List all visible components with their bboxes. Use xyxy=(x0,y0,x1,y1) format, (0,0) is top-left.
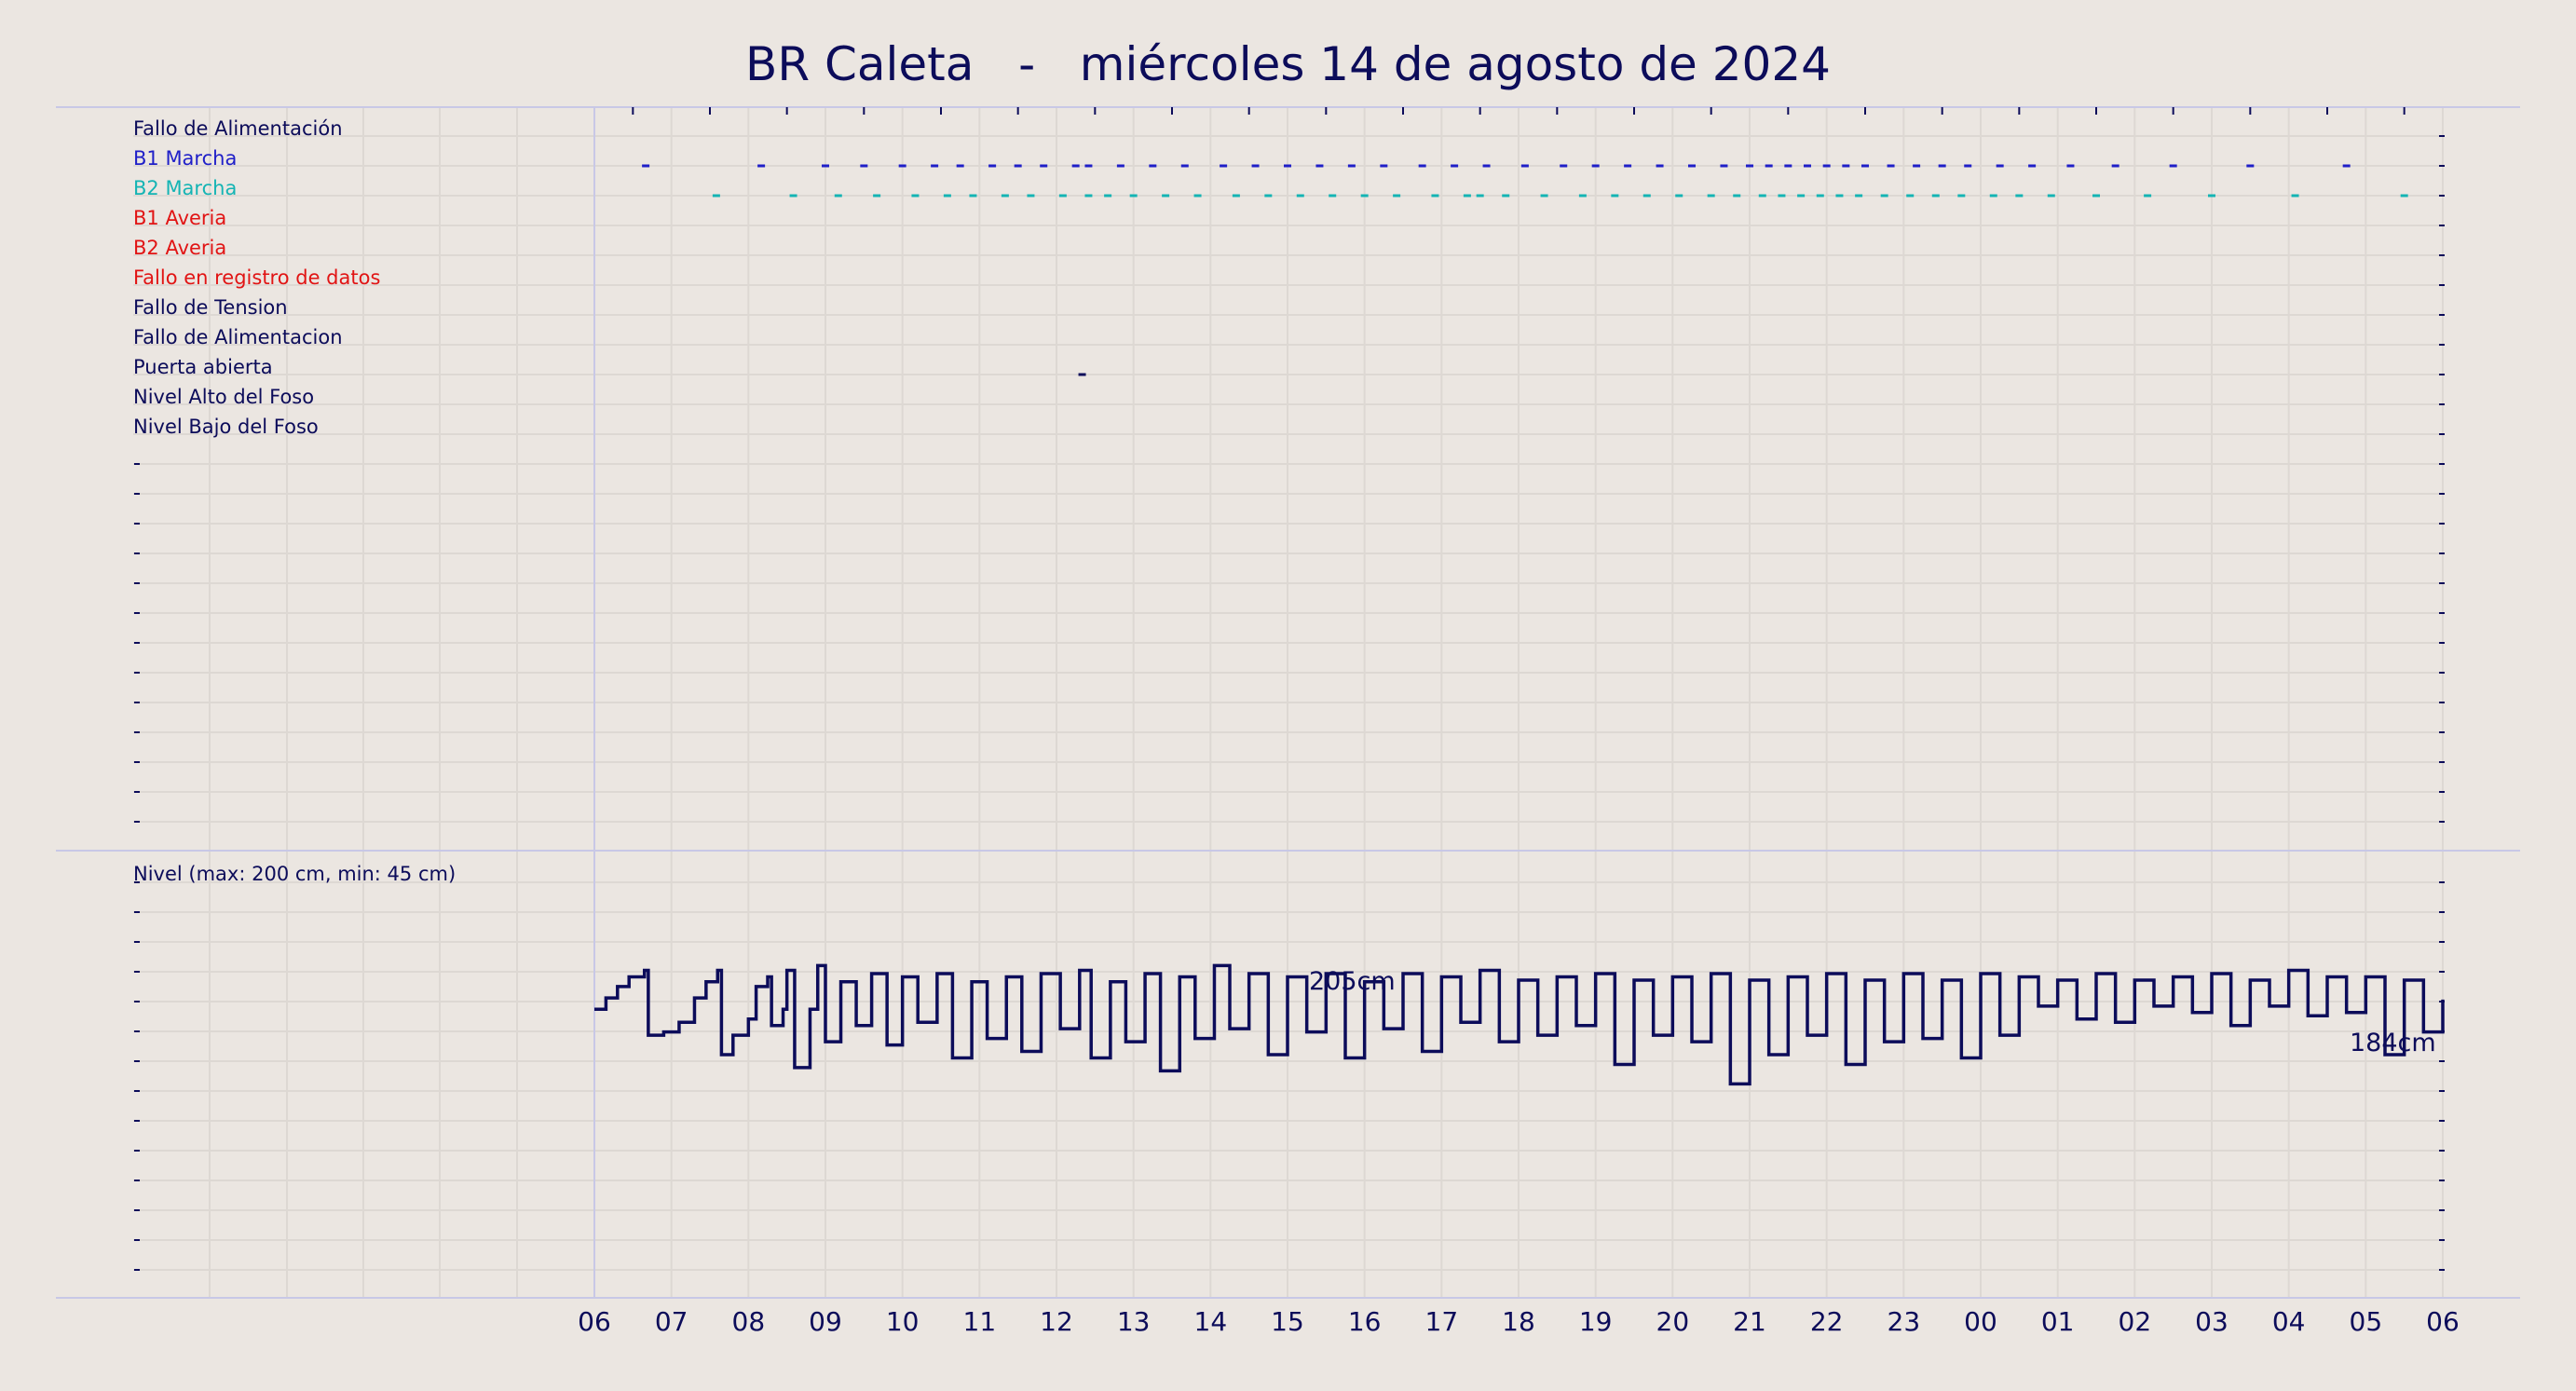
x-tick-label: 22 xyxy=(1810,1306,1844,1337)
x-tick-label: 01 xyxy=(2041,1306,2075,1337)
x-tick-label: 18 xyxy=(1502,1306,1535,1337)
x-tick-label: 15 xyxy=(1271,1306,1304,1337)
x-tick-label: 02 xyxy=(2119,1306,2152,1337)
series-label: B2 Averia xyxy=(133,237,226,259)
series-label: Nivel Alto del Foso xyxy=(133,386,314,408)
series-label: Fallo de Alimentacion xyxy=(133,326,343,348)
x-tick-label: 11 xyxy=(963,1306,997,1337)
series-label: Puerta abierta xyxy=(133,356,273,378)
x-tick-label: 16 xyxy=(1348,1306,1382,1337)
last-annotation: 184cm xyxy=(2350,1029,2436,1057)
series-labels: Fallo de Alimentación B1 Marcha B2 Marcha B… xyxy=(133,117,456,885)
chart-title: BR Caleta - miércoles 14 de agosto de 20… xyxy=(745,37,1831,91)
max-annotation: 205cm xyxy=(1309,967,1396,996)
panel-frame xyxy=(56,106,2520,1299)
series-label: B1 Averia xyxy=(133,207,226,229)
x-tick-label: 03 xyxy=(2195,1306,2228,1337)
x-tick-label: 21 xyxy=(1733,1306,1766,1337)
x-tick-label: 19 xyxy=(1579,1306,1613,1337)
x-tick-label: 23 xyxy=(1888,1306,1921,1337)
x-tick-label: 04 xyxy=(2272,1306,2306,1337)
x-tick-label: 17 xyxy=(1425,1306,1459,1337)
x-tick-label: 08 xyxy=(732,1306,766,1337)
grid-lines xyxy=(133,107,2445,1298)
series-label: Fallo de Alimentación xyxy=(133,117,343,140)
x-tick-label: 05 xyxy=(2350,1306,2383,1337)
event-marks xyxy=(642,164,2408,376)
x-tick-label: 14 xyxy=(1194,1306,1228,1337)
x-tick-label: 13 xyxy=(1117,1306,1151,1337)
x-tick-label: 06 xyxy=(2426,1306,2460,1337)
x-tick-label: 20 xyxy=(1656,1306,1690,1337)
series-label: B1 Marcha xyxy=(133,147,237,170)
series-label: B2 Marcha xyxy=(133,177,237,199)
series-label: Fallo en registro de datos xyxy=(133,266,380,289)
x-axis-ticks: 06 07 08 09 10 11 12 13 14 15 16 17 18 19 20 21 22 23 00 01… xyxy=(578,1306,2460,1337)
level-line xyxy=(594,963,2445,1086)
series-label: Nivel Bajo del Foso xyxy=(133,416,319,438)
x-tick-label: 10 xyxy=(886,1306,920,1337)
x-tick-label: 07 xyxy=(655,1306,688,1337)
x-tick-label: 00 xyxy=(1964,1306,1997,1337)
series-label: Fallo de Tension xyxy=(133,296,288,319)
level-plot: 205cm 184cm xyxy=(594,963,2445,1086)
level-label: Nivel (max: 200 cm, min: 45 cm) xyxy=(133,863,456,885)
x-tick-label: 09 xyxy=(809,1306,842,1337)
x-tick-label: 06 xyxy=(578,1306,611,1337)
x-tick-label: 12 xyxy=(1040,1306,1073,1337)
